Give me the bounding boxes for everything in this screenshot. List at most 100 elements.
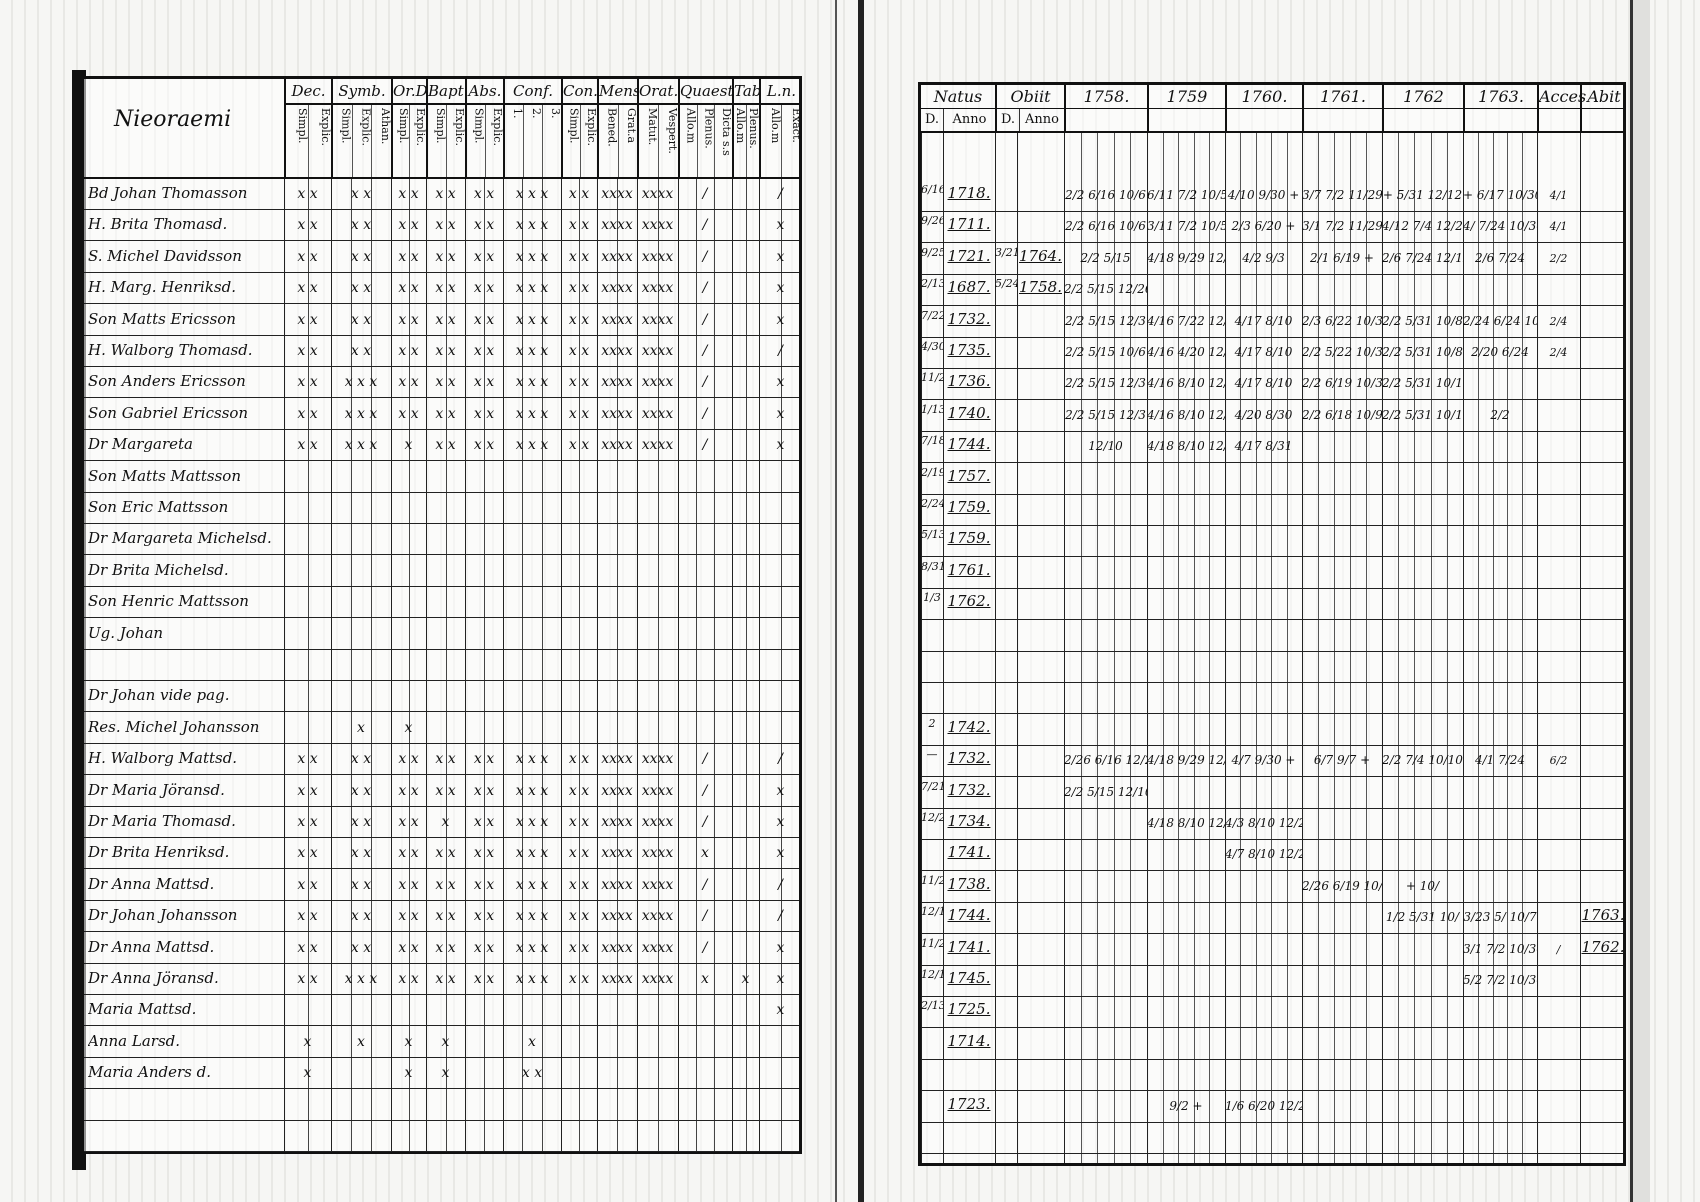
exam-mark: x x (473, 374, 495, 391)
table-row: 11/27 1736. 2/2 5/15 12/34/16 8/10 12/26 4/… (921, 369, 1623, 401)
column-group-title: Conf. (505, 79, 561, 105)
exam-mark: xxxx (641, 971, 674, 987)
exam-mark: x x (350, 280, 372, 297)
exam-mark: x x x (515, 908, 549, 925)
exam-mark: x x x (515, 280, 549, 297)
exam-mark: x x (521, 1065, 543, 1082)
birth-day: 2/13 (921, 999, 943, 1013)
exam-mark: xxxx (641, 908, 674, 925)
exam-mark: xxxx (641, 343, 674, 359)
birth-day: 2/13 (921, 277, 943, 291)
column-rule (1130, 133, 1132, 1163)
column-rule (780, 179, 782, 1151)
exam-mark: x x (398, 405, 419, 422)
exam-mark: x x (297, 280, 318, 297)
person-name: Res. Michel Johansson (88, 717, 260, 736)
person-name: H. Marg. Henriksd. (88, 278, 236, 297)
exam-mark: x x (350, 876, 372, 893)
exam-mark: / (702, 876, 708, 893)
birth-year: 1744. (947, 438, 991, 452)
exam-mark: x x x (344, 437, 378, 454)
subcolumns: Simpl. Explic. (467, 105, 503, 177)
person-name: Anna Larsd. (88, 1031, 181, 1050)
year-attendance-entry: 2/2 5/31 10/10 (1382, 408, 1463, 422)
column-rule (1537, 133, 1538, 1163)
column-rule (1080, 133, 1082, 1163)
year-attendance-entry: 2/24 6/24 10/30 (1463, 314, 1537, 328)
person-name: Ug. Johan (88, 623, 164, 642)
subcolumns: Simpl. Explic. (393, 105, 426, 177)
column-group-title: Symb. (333, 79, 391, 105)
exam-mark: x (776, 939, 785, 956)
subcolumn-label: Dicta s.s (714, 105, 732, 177)
column-group-title: Bapt. (428, 79, 465, 105)
year-attendance-entry: 2/3 6/20 + (1231, 220, 1296, 234)
exam-mark: x x (435, 217, 456, 234)
exam-mark: x x (568, 939, 590, 956)
exam-mark: x x (398, 248, 419, 265)
table-row: H. Walborg Mattsd. x x x x x x x x x x x x x x … (84, 744, 799, 776)
exam-mark: x x (568, 374, 590, 391)
table-row (921, 1060, 1623, 1092)
exam-mark: x x (473, 876, 495, 893)
exam-mark: / (702, 751, 708, 768)
column-rule (1097, 133, 1099, 1163)
exam-mark: x x x (515, 248, 549, 265)
person-name: H. Brita Thomasd. (88, 215, 228, 234)
exam-mark: x x (398, 217, 419, 234)
year-attendance-entry: 4/3 8/10 12/26 (1225, 817, 1302, 830)
subcolumns: Simpl. Explic. Athan. (333, 105, 391, 177)
column-group-title: Dec. (286, 79, 331, 105)
column-rule (426, 179, 427, 1151)
birth-year: 1714. (947, 1034, 991, 1048)
exam-mark: x x (350, 343, 372, 359)
heading-village-name: Nieoraemi (114, 107, 232, 132)
death-day: 5/24 (995, 277, 1017, 291)
exam-mark: x x (435, 845, 456, 862)
column-rule (465, 179, 466, 1151)
column-group-5: 1761. (1302, 85, 1382, 133)
column-group-2: Or.D Simpl. Explic. (391, 79, 426, 179)
year-attendance-entry: 2/2 5/31 10/8 (1382, 314, 1463, 328)
column-group-8: Acces (1537, 85, 1586, 133)
column-group-4: Abs. Simpl. Explic. (465, 79, 503, 179)
table-row: 6/16 1718. 2/2 6/16 10/66/11 7/2 10/54/10 … (921, 181, 1623, 212)
table-row: Dr Maria Jöransd. x x x x x x x x x x x x x x x… (84, 776, 799, 807)
table-row: Dr Johan vide pag. (84, 681, 799, 713)
table-row (921, 683, 1623, 715)
birth-day: 7/18 (921, 434, 943, 448)
table-row (921, 652, 1623, 683)
year-attendance-entry: 12/10 (1088, 440, 1123, 454)
exam-mark: x x x (515, 751, 549, 768)
exam-mark: x x (435, 437, 456, 454)
column-rule (678, 179, 679, 1151)
column-rule (1255, 133, 1257, 1163)
column-rule (1017, 133, 1018, 1163)
column-group-3: Bapt. Simpl. Explic. (426, 79, 465, 179)
exam-mark: xxxx (601, 280, 633, 297)
exam-mark: x x (568, 908, 590, 925)
year-attendance-entry: 4/17 8/31 (1234, 440, 1293, 454)
birth-day: 5/13 (921, 528, 943, 542)
exam-mark: x x (473, 939, 495, 956)
year-attendance-entry: 2/3 6/22 10/3 (1302, 314, 1382, 328)
table-row: Son Matts Mattsson (84, 462, 799, 493)
column-group-9: Abit (1580, 85, 1626, 133)
exam-mark: x x (568, 971, 590, 987)
exam-mark: xxxx (601, 248, 633, 265)
exam-mark: x x (473, 782, 495, 799)
exam-mark: xxxx (601, 343, 633, 359)
exam-mark: / (702, 343, 708, 359)
exam-mark: x x (473, 971, 495, 987)
exam-mark: x x (435, 343, 456, 359)
exam-mark: x x (435, 186, 456, 202)
column-rule (391, 179, 392, 1151)
exam-mark: x x (350, 782, 372, 799)
subcolumn-label: 1. (511, 108, 523, 119)
birth-day: 9/25 (921, 245, 943, 259)
exam-mark: x x x (344, 971, 378, 987)
exam-mark: xxxx (641, 751, 674, 768)
exam-mark: x (441, 1033, 450, 1050)
column-rule (995, 133, 996, 1163)
exam-mark: x (776, 311, 785, 328)
